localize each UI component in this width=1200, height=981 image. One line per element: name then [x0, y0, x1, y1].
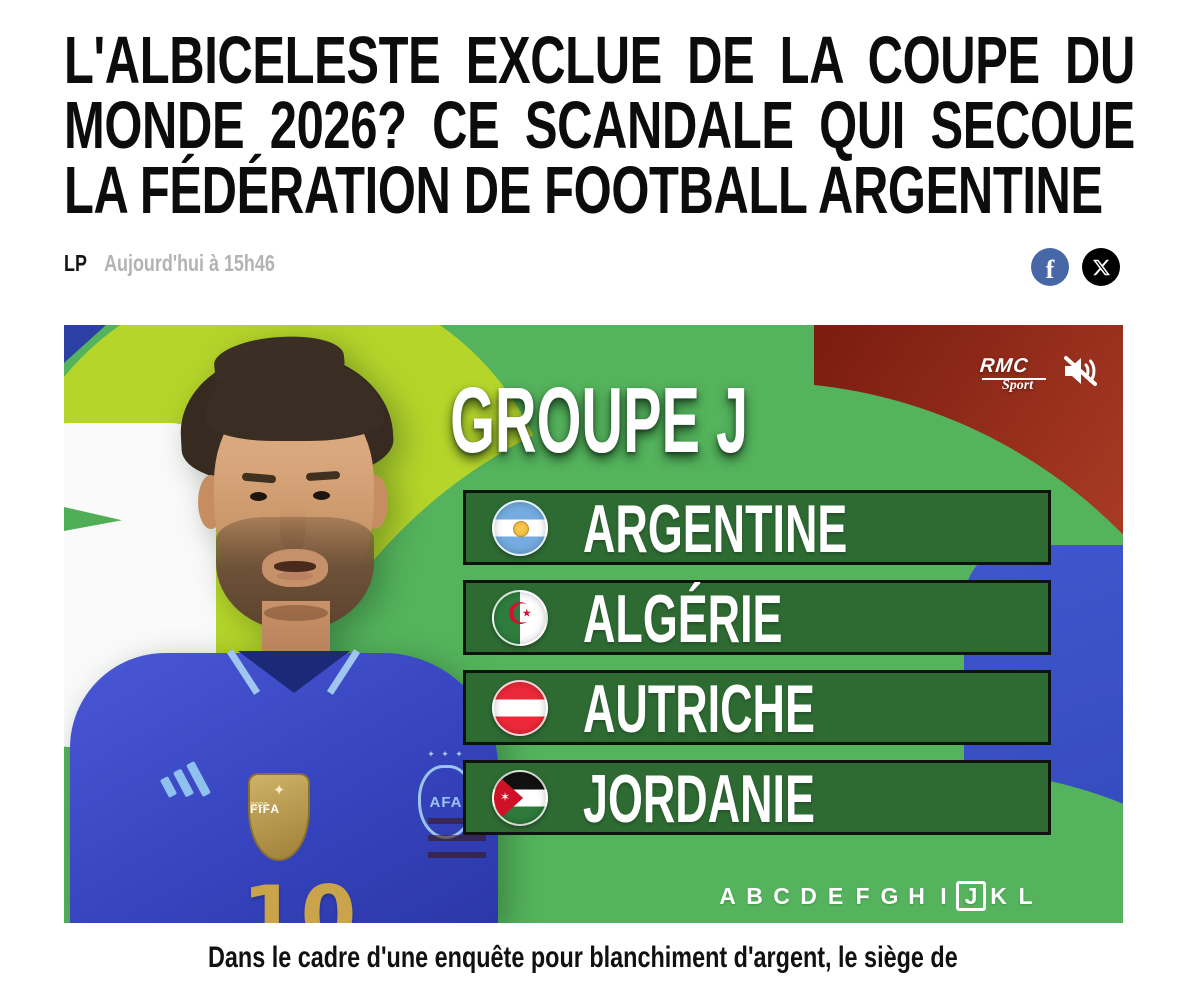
argentina-flag-icon	[492, 500, 548, 556]
group-letter: I	[940, 883, 947, 909]
jersey-number: 10	[242, 869, 360, 923]
messi-chin-shadow	[264, 605, 328, 621]
group-letter: E	[827, 883, 844, 909]
x-icon	[1092, 259, 1110, 275]
algeria-flag-icon	[492, 590, 548, 646]
group-letter: K	[990, 883, 1007, 909]
team-row: ALGÉRIE	[463, 580, 1051, 657]
video-player[interactable]: FIFA 2022 ✦ ✦ ✦ AFA 10 GROUPE J RMC Spor…	[64, 325, 1123, 923]
messi-eye	[313, 491, 330, 500]
rmc-logo-text: RMC	[978, 355, 1030, 377]
team-name: JORDANIE	[583, 761, 815, 837]
team-name: ARGENTINE	[583, 491, 848, 567]
headline-line-1: L'ALBICELESTE EXCLUE DE LA COUPE DU	[64, 23, 1135, 98]
fifa-champions-badge: FIFA 2022	[248, 773, 310, 861]
messi-eye	[250, 492, 267, 501]
badge-year: 2022	[250, 801, 268, 810]
rmc-sport-logo: RMC Sport	[978, 355, 1058, 394]
team-name: AUTRICHE	[583, 671, 815, 747]
messi-photo: FIFA 2022 ✦ ✦ ✦ AFA 10	[64, 325, 1123, 923]
x-share-button[interactable]	[1082, 248, 1120, 286]
team-row: ARGENTINE	[463, 490, 1051, 567]
group-letter: D	[800, 883, 817, 909]
afa-crest-stars: ✦ ✦ ✦	[427, 749, 465, 759]
facebook-share-button[interactable]: f	[1031, 248, 1069, 286]
rmc-logo-sub: Sport	[1002, 378, 1034, 393]
headline-line-3: LA FÉDÉRATION DE FOOTBALL ARGENTINE	[64, 153, 1103, 228]
muted-speaker-icon	[1064, 356, 1097, 386]
austria-flag-icon	[492, 680, 548, 736]
group-letter: A	[719, 883, 736, 909]
publish-time: Aujourd'hui à 15h46	[104, 250, 275, 276]
article-headline: L'ALBICELESTE EXCLUE DE LA COUPE DU MOND…	[64, 23, 1135, 228]
group-letters: A B C D E F G H I J K L	[714, 881, 1039, 911]
badge-title: FIFA	[250, 802, 280, 816]
group-letter: G	[880, 883, 899, 909]
group-letter: B	[746, 883, 763, 909]
group-letter: C	[773, 883, 790, 909]
byline: LP Aujourd'hui à 15h46	[64, 250, 275, 277]
messi-mouth	[274, 561, 316, 572]
article-body-first-line: Dans le cadre d'une enquête pour blanchi…	[208, 941, 958, 974]
team-row: JORDANIE	[463, 760, 1051, 837]
team-row: AUTRICHE	[463, 670, 1051, 747]
rmc-logo-line	[982, 378, 1046, 380]
messi-lip	[277, 572, 313, 580]
group-letter-active: J	[956, 881, 986, 911]
share-buttons: f	[1031, 248, 1120, 286]
mute-button[interactable]	[1060, 353, 1100, 389]
headline-line-2: MONDE 2026? CE SCANDALE QUI SECOUE	[64, 88, 1135, 163]
jordan-flag-icon	[492, 770, 548, 826]
group-letter: L	[1018, 883, 1033, 909]
team-name: ALGÉRIE	[583, 581, 783, 657]
group-letter: H	[908, 883, 925, 909]
group-title: GROUPE J	[450, 368, 749, 472]
facebook-icon: f	[1045, 255, 1055, 284]
group-letter: F	[855, 883, 870, 909]
author-initials: LP	[64, 250, 87, 276]
